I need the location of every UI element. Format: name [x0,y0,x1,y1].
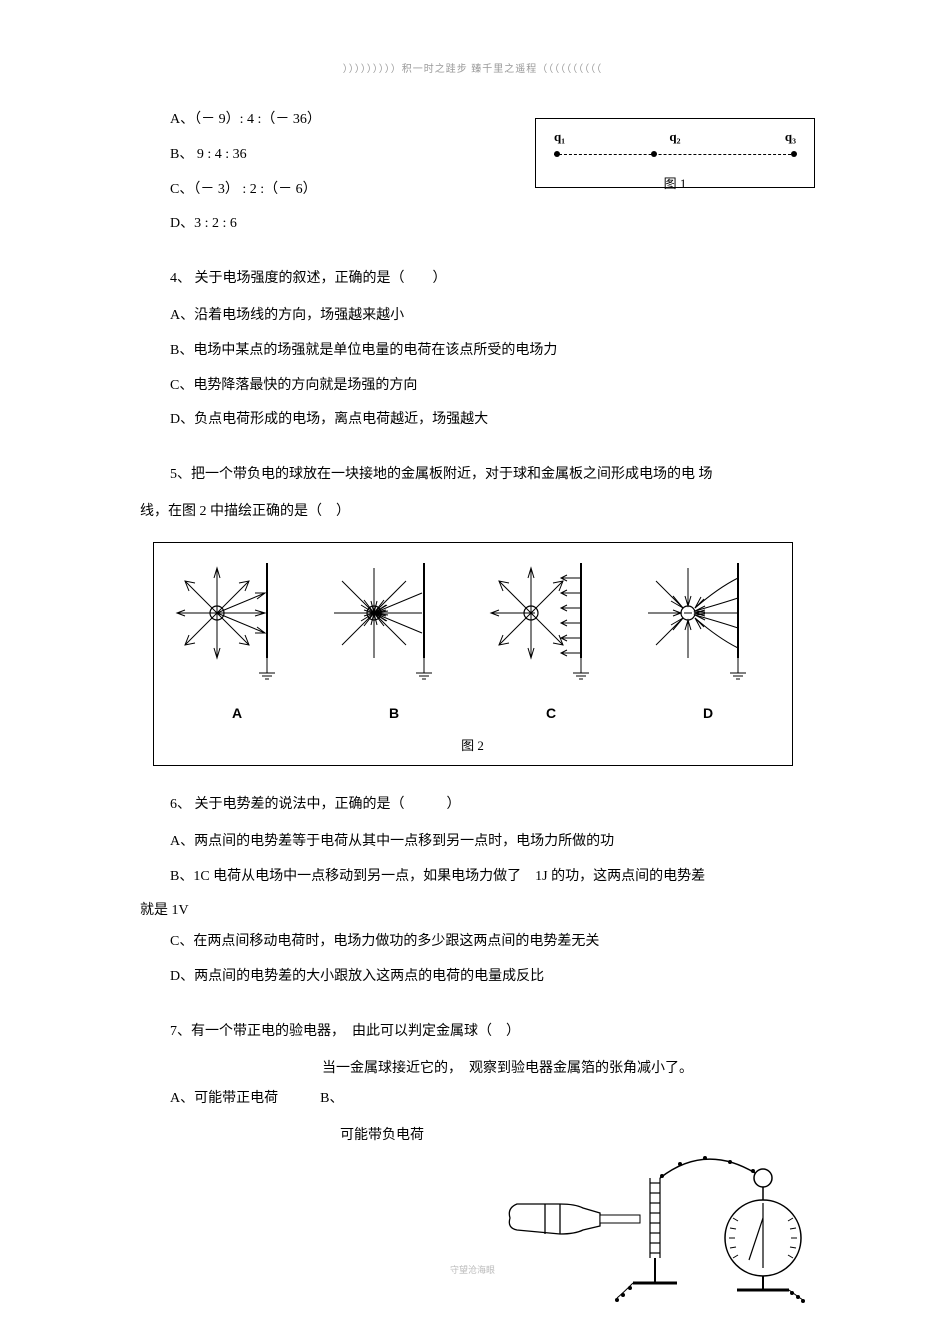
fig2-label-d: D [633,698,784,729]
fig2-panel-d: D [633,553,784,729]
page-header: ）））））））））积一时之跬步 臻千里之遥程（（（（（（（（（（ [140,60,805,75]
q7-stem-l2: 当一金属球接近它的， 观察到验电器金属箔的张角减小了。 [140,1054,805,1085]
fig1-label-q1: q₁ [554,123,565,152]
fig2-panel-b: B [319,553,470,729]
figure-1: q₁ q₂ q₃ 图 1 [535,118,815,188]
q6-stem: 6、 关于电势差的说法中，正确的是（ ） [170,790,805,821]
q6-option-a: A、两点间的电势差等于电荷从其中一点移到另一点时，电场力所做的功 [170,827,805,858]
q5-stem-line2: 线，在图 2 中描绘正确的是（ ） [140,497,805,528]
q4-option-a: A、沿着电场线的方向，场强越来越小 [170,301,805,332]
fig1-label-q3: q₃ [785,123,796,152]
fig2-panel-a: A [162,553,313,729]
fig2-label-c: C [476,698,627,729]
q6-option-b-l2: 就是 1V [140,896,805,927]
q3-option-d: D、3 : 2 : 6 [170,209,805,240]
q6-option-b-l1: B、1C 电荷从电场中一点移动到另一点，如果电场力做了 1J 的功，这两点间的电… [170,862,805,893]
q4-option-d: D、负点电荷形成的电场，离点电荷越近，场强越大 [170,405,805,436]
q5-stem-line1: 5、把一个带负电的球放在一块接地的金属板附近，对于球和金属板之间形成电场的电 场 [170,460,805,491]
fig1-caption: 图 1 [536,170,814,199]
q4-option-b: B、电场中某点的场强就是单位电量的电荷在该点所受的电场力 [170,336,805,367]
q6-option-d: D、两点间的电势差的大小跟放入这两点的电荷的电量成反比 [170,962,805,993]
fig2-caption: 图 2 [162,732,784,761]
page-footer: 守望沧海眼 [450,1263,495,1276]
content-body: A、（－ 9）: 4 :（－ 36） B、 9 : 4 : 36 C、（－ 3）… [140,105,805,1152]
fig2-label-a: A [162,698,313,729]
q7-option-a: A、可能带正电荷 B、 [170,1084,805,1115]
fig2-label-b: B [319,698,470,729]
figure-3-electroscope [505,1148,805,1308]
q7-stem-l1: 7、有一个带正电的验电器， 由此可以判定金属球（ ） [170,1017,805,1048]
figure-2: A [153,542,793,766]
fig2-panel-c: C [476,553,627,729]
fig1-label-q2: q₂ [669,123,680,152]
q4-option-c: C、电势降落最快的方向就是场强的方向 [170,371,805,402]
q6-option-c: C、在两点间移动电荷时，电场力做功的多少跟这两点间的电势差无关 [170,927,805,958]
q4-stem: 4、 关于电场强度的叙述，正确的是（ ） [170,264,805,295]
